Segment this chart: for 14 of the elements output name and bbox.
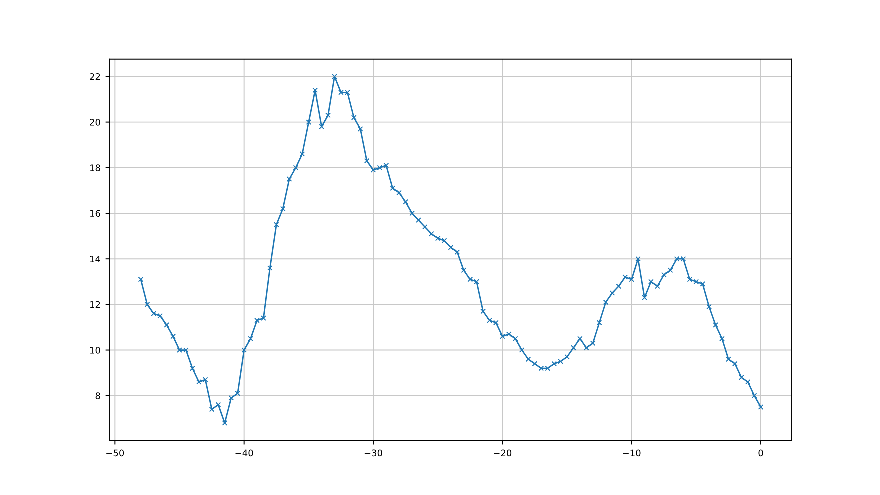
y-tick-label: 16 — [90, 210, 100, 218]
y-tick-label: 22 — [90, 73, 100, 80]
y-tick-label: 8 — [96, 392, 100, 400]
y-tick-label: 18 — [90, 164, 100, 172]
x-tick-label: −40 — [236, 450, 254, 457]
y-tick-label: 20 — [90, 119, 100, 126]
x-tick-label: −20 — [494, 450, 512, 457]
y-tick-label: 14 — [90, 256, 100, 263]
y-tick-label: 10 — [90, 347, 100, 354]
x-tick-label: −50 — [106, 450, 124, 457]
x-tick-label: −10 — [623, 450, 641, 457]
x-tick-label: −30 — [364, 450, 382, 457]
x-tick-label: 0 — [758, 450, 764, 457]
y-tick-label: 12 — [90, 301, 100, 308]
